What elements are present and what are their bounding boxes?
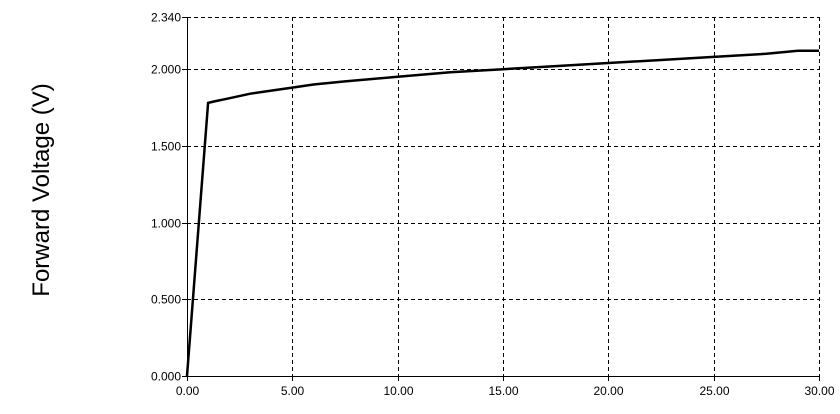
y-axis-title: Forward Voltage (V) <box>28 83 55 296</box>
x-tick-label: 30.00 <box>804 384 834 398</box>
y-tick-label: 1.500 <box>151 140 181 154</box>
x-tick-label: 25.00 <box>699 384 729 398</box>
series-line <box>185 49 819 377</box>
y-tick-label: 1.000 <box>151 217 181 231</box>
grid <box>187 17 820 377</box>
y-tick-label: 0.000 <box>151 370 181 384</box>
x-tick-label: 10.00 <box>383 384 413 398</box>
series-layer <box>185 49 819 377</box>
y-tick-label: 0.500 <box>151 293 181 307</box>
y-tick-label: 2.000 <box>151 63 181 77</box>
plot-frame <box>187 17 819 377</box>
x-tick-label: 5.00 <box>281 384 305 398</box>
x-tick-label: 0.00 <box>176 384 200 398</box>
x-tick-label: 15.00 <box>488 384 518 398</box>
ticks: 0.00 5.00 10.00 15.00 20.00 25.00 30.00 0.000 0.… <box>151 11 835 399</box>
x-tick-label: 20.00 <box>593 384 623 398</box>
y-tick-label: 2.340 <box>151 11 181 25</box>
